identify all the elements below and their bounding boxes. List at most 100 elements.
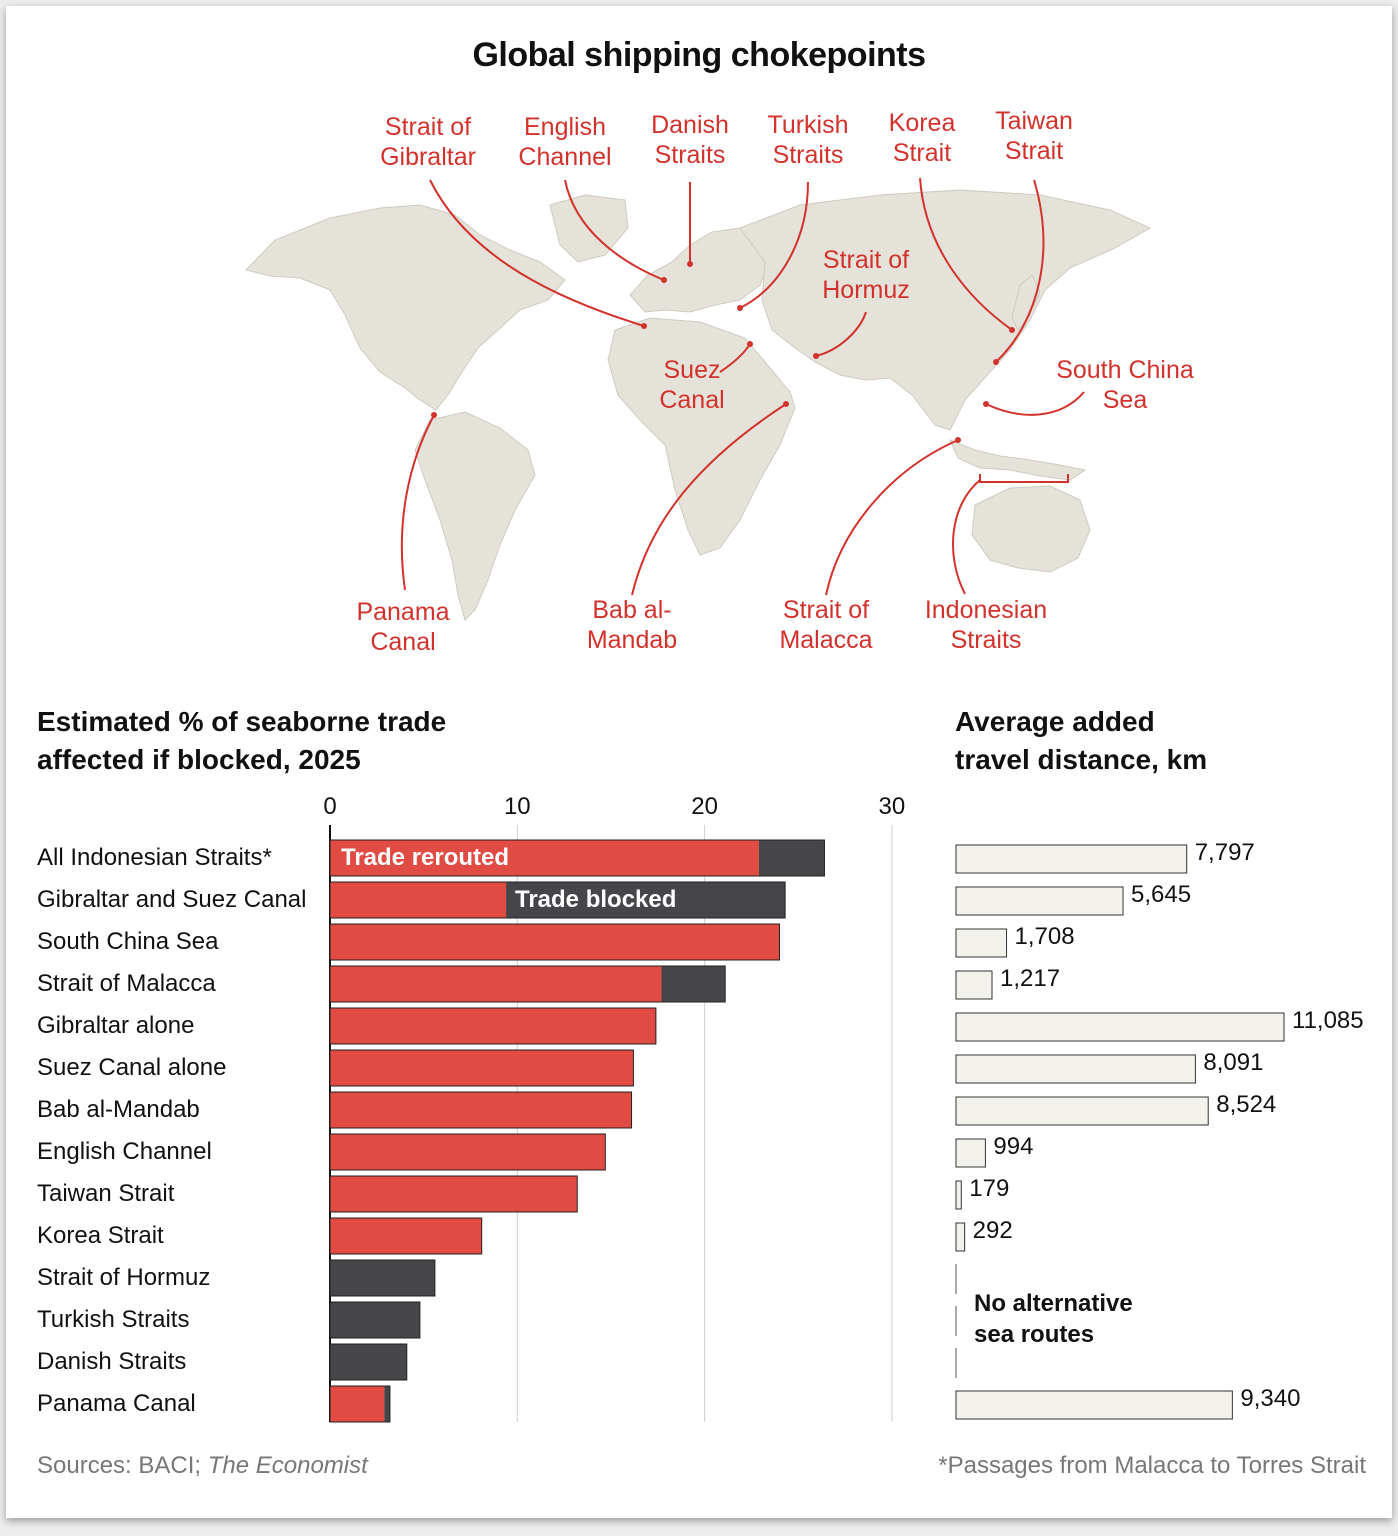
bar-rerouted: [330, 882, 507, 918]
bar-outline: [329, 965, 726, 1003]
bar-blocked: [330, 1302, 420, 1338]
category-label: Gibraltar alone: [37, 1012, 195, 1039]
category-label: Strait of Malacca: [37, 970, 216, 997]
label-south-china-sea: South China Sea: [1056, 356, 1194, 414]
label-korea-strait: Korea Strait: [888, 109, 956, 167]
bar-rerouted: [330, 1386, 385, 1422]
bar-outline: [329, 1133, 606, 1171]
indonesia-landmass: [949, 439, 1087, 481]
bar-rerouted: [330, 966, 662, 1002]
category-label: Strait of Hormuz: [37, 1264, 211, 1291]
category-label: All Indonesian Straits*: [37, 844, 272, 871]
bar-rerouted: [330, 840, 759, 876]
north-america-landmass: [245, 204, 566, 411]
distance-bar: [955, 1138, 986, 1168]
category-label: English Channel: [37, 1138, 212, 1165]
category-label: Turkish Straits: [37, 1306, 190, 1333]
leader-indonesian: [952, 479, 981, 595]
right-chart-title: Average added travel distance, km: [955, 706, 1208, 775]
page-title: Global shipping chokepoints: [472, 36, 926, 74]
leader-scs: [985, 391, 1085, 416]
distance-bar: [955, 1390, 1233, 1420]
left-chart-title: Estimated % of seaborne trade affected if…: [37, 706, 447, 775]
bar-rerouted: [330, 1218, 482, 1254]
legend-trade-blocked: Trade blocked: [515, 886, 677, 913]
world-map: [245, 177, 1152, 621]
x-tick-label: 0: [323, 793, 337, 820]
south-america-landmass: [414, 411, 536, 621]
leader-korea: [919, 177, 1013, 331]
distance-value-label: 292: [972, 1217, 1013, 1244]
bar-blocked: [384, 1386, 390, 1422]
bar-rerouted: [330, 1134, 606, 1170]
bar-rerouted: [330, 1050, 634, 1086]
distance-value-label: 11,085: [1292, 1007, 1364, 1034]
x-tick-label: 30: [878, 793, 906, 820]
category-label: Panama Canal: [37, 1390, 196, 1417]
leader-panama: [400, 414, 435, 591]
bar-outline: [329, 923, 781, 961]
distance-bar: [955, 1222, 966, 1252]
bar-outline: [329, 881, 786, 919]
bar-blocked: [661, 966, 726, 1002]
distance-value-label: 8,091: [1203, 1049, 1264, 1076]
category-label: Korea Strait: [37, 1222, 164, 1249]
distance-value-label: 8,524: [1216, 1091, 1277, 1118]
bar-outline: [329, 1385, 391, 1423]
sources: Sources: BACI; The Economist: [37, 1452, 368, 1479]
asia-landmass: [739, 189, 1152, 431]
category-label: Gibraltar and Suez Canal: [37, 886, 307, 913]
bar-outline: [329, 839, 825, 877]
africa-landmass: [607, 317, 796, 556]
leader-turkish: [739, 181, 809, 309]
distance-value-label: 9,340: [1240, 1385, 1301, 1412]
x-tick-label: 20: [691, 793, 718, 820]
label-taiwan-strait: Taiwan Strait: [995, 107, 1073, 165]
label-strait-of-malacca: Strait of Malacca: [779, 596, 873, 654]
bar-outline: [329, 1343, 408, 1381]
distance-bar: [955, 1012, 1285, 1042]
australia-landmass: [971, 485, 1091, 573]
distance-value-label: 1,708: [1014, 923, 1075, 950]
bar-blocked: [330, 1344, 407, 1380]
bar-outline: [329, 1175, 578, 1213]
distance-value-label: 7,797: [1194, 839, 1255, 866]
leader-gibraltar: [429, 179, 645, 327]
bar-rerouted: [330, 1008, 656, 1044]
label-indonesian-straits: Indonesian Straits: [924, 596, 1048, 654]
label-panama-canal: Panama Canal: [356, 598, 450, 656]
category-label: Bab al-Mandab: [37, 1096, 200, 1123]
label-english-channel: English Channel: [518, 113, 612, 171]
category-label: South China Sea: [37, 928, 219, 955]
distance-bar: [955, 1096, 1209, 1126]
label-strait-of-hormuz: Strait of Hormuz: [822, 246, 910, 304]
distance-bar: [955, 844, 1188, 874]
bar-blocked: [758, 840, 825, 876]
distance-value-label: 1,217: [1000, 965, 1061, 992]
leader-taiwan: [995, 179, 1045, 363]
label-strait-of-gibraltar: Strait of Gibraltar: [380, 113, 476, 171]
bar-rerouted: [330, 924, 780, 960]
bar-outline: [329, 1301, 421, 1339]
leader-english: [564, 179, 665, 281]
bar-rerouted: [330, 1176, 578, 1212]
bar-rerouted: [330, 1092, 632, 1128]
bar-blocked: [330, 1260, 435, 1296]
label-suez-canal: Suez Canal: [659, 356, 725, 414]
label-turkish-straits: Turkish Straits: [767, 111, 849, 169]
category-label: Danish Straits: [37, 1348, 187, 1375]
x-tick-label: 10: [503, 793, 531, 820]
bar-outline: [329, 1049, 634, 1087]
distance-bar: [955, 970, 993, 1000]
category-label: Suez Canal alone: [37, 1054, 227, 1081]
legend-trade-rerouted: Trade rerouted: [341, 844, 510, 871]
category-label: Taiwan Strait: [37, 1180, 175, 1207]
distance-bar: [955, 1180, 962, 1210]
bar-outline: [329, 1217, 483, 1255]
bracket-indonesian: [979, 474, 1069, 483]
distance-bar: [955, 886, 1124, 916]
distance-value-label: 179: [969, 1175, 1010, 1202]
leader-malacca: [825, 439, 959, 596]
bar-blocked: [506, 882, 786, 918]
